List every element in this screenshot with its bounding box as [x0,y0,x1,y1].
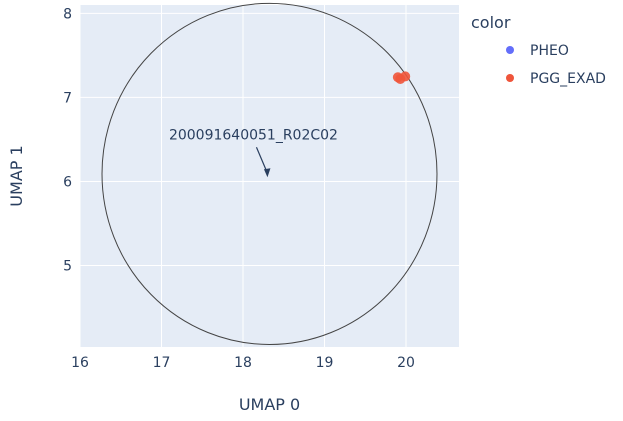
data-points [392,71,411,84]
legend[interactable]: color PHEO PGG_EXAD [471,13,606,87]
x-tick-label: 20 [397,355,415,371]
x-tick-label: 16 [71,355,89,371]
legend-item[interactable]: PHEO [506,43,569,59]
y-tick-label: 7 [63,90,72,106]
legend-item[interactable]: PGG_EXAD [506,71,606,87]
axis-ticks: 16 17 18 19 20 5 6 7 8 [63,6,415,371]
x-tick-label: 18 [234,355,252,371]
legend-marker [506,74,514,82]
legend-marker [506,46,514,54]
annotation-arrow [255,147,269,174]
y-axis-title: UMAP 1 [7,145,26,206]
legend-label: PGG_EXAD [530,71,606,87]
annotation-label: 200091640051_R02C02 [169,127,338,143]
x-axis-title: UMAP 0 [239,395,300,414]
x-tick-label: 19 [316,355,334,371]
data-point[interactable] [400,71,411,82]
y-tick-label: 6 [63,174,72,190]
data-point[interactable] [392,72,403,83]
plot-background [80,5,459,347]
annotation: 200091640051_R02C02 [169,127,338,178]
y-tick-label: 8 [63,6,72,22]
circle-shape [101,2,438,345]
legend-label: PHEO [530,43,569,59]
legend-title: color [471,13,511,32]
x-tick-label: 17 [153,355,171,371]
y-tick-label: 5 [63,258,72,274]
grid-lines [79,5,459,347]
annotation-arrowhead [263,168,271,178]
